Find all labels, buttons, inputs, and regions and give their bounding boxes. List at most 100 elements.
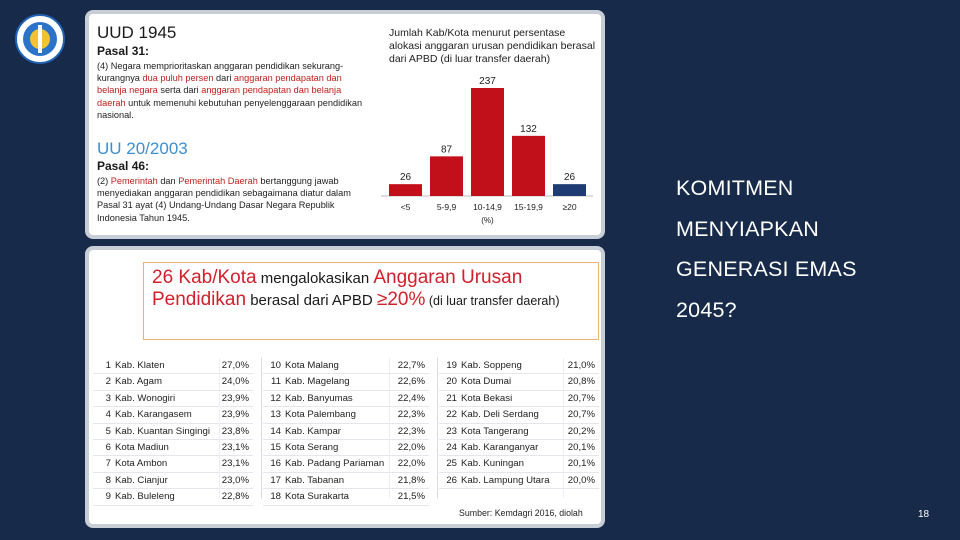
allocation-percent: 20,0% [567,474,595,486]
slide-heading-line: MENYIAPKAN [676,216,819,241]
headline-text-3: (di luar transfer daerah) [425,294,560,308]
row-number: 26 [446,474,457,486]
allocation-percent: 23,9% [221,392,249,404]
category-label: 5-9,9 [437,202,457,212]
district-name: Kota Serang [285,441,339,453]
row-number: 5 [105,425,111,437]
uud-text-4: untuk memenuhi kebutuhan penyelenggaraan… [97,97,363,120]
allocation-percent: 21,0% [567,360,595,371]
uu-highlight-2: Pemerintah Daerah [178,176,258,186]
uu-pasal: Pasal 46: [97,159,150,173]
district-table: 1 Kab. Klaten 27,0% 2 Kab. Agam 24,0% 3 Kab. Wo… [93,358,599,506]
row-number: 11 [271,376,281,388]
table-row: 15 Kota Serang 22,0% [263,440,429,457]
row-number: 12 [270,392,281,404]
district-name: Kab. Klaten [115,360,165,371]
allocation-bar-chart: 26 <5 87 5-9,9 237 10-14,9 132 15-19,9 26 ≥20 (%) [381,76,593,225]
tut-wuri-handayani-logo [15,14,65,64]
allocation-percent: 23,9% [221,409,249,421]
district-name: Kab. Wonogiri [115,392,176,404]
row-number: 17 [270,474,281,486]
table-column: 19 Kab. Soppeng 21,0% 20 Kota Dumai 20,8% 21 Ko… [439,358,599,490]
data-label: 132 [520,124,537,135]
district-name: Kab. Kuningan [461,458,524,470]
district-name: Kota Surakarta [285,491,349,503]
category-label: 15-19,9 [514,202,543,212]
bar [389,184,422,196]
row-number: 1 [105,360,111,371]
allocation-percent: 22,3% [397,425,425,437]
row-number: 13 [270,409,281,421]
allocation-percent: 22,0% [397,441,425,453]
district-name: Kab. Cianjur [115,474,168,486]
uud-highlight-2: anggaran pendapatan dan belanja negara [97,73,342,96]
data-label: 237 [479,76,496,87]
allocation-percent: 22,7% [397,360,425,371]
district-name: Kab. Kuantan Singingi [115,425,210,437]
table-column: 1 Kab. Klaten 27,0% 2 Kab. Agam 24,0% 3 Kab. Wo… [93,358,253,506]
cell-divider [389,358,390,498]
column-divider [261,358,262,498]
row-number: 23 [446,425,457,437]
table-row: 12 Kab. Banyumas 22,4% [263,391,429,408]
slide-heading-line: KOMITMEN [676,176,794,200]
bar [512,135,545,196]
allocation-percent: 20,2% [567,425,595,437]
allocation-percent: 20,1% [567,458,595,470]
row-number: 4 [105,409,111,421]
district-name: Kab. Padang Pariaman [285,458,385,470]
allocation-percent: 22,4% [397,392,425,404]
row-number: 10 [270,360,281,371]
table-row: 14 Kab. Kampar 22,3% [263,424,429,440]
uud-text-3: serta dari [157,85,202,96]
table-row: 4 Kab. Karangasem 23,9% [93,407,253,424]
district-name: Kab. Karanganyar [461,441,539,453]
legal-basis-panel: UUD 1945 Pasal 31: (4) Negara mempriorit… [85,10,605,239]
allocation-percent: 23,0% [221,474,249,486]
data-label: 87 [441,144,453,155]
table-row: 26 Kab. Lampung Utara 20,0% [439,473,599,490]
allocation-percent: 23,1% [221,441,249,453]
district-name: Kab. Karangasem [115,409,192,421]
table-row: 3 Kab. Wonogiri 23,9% [93,391,253,408]
district-name: Kab. Buleleng [115,491,175,503]
row-number: 14 [270,425,281,437]
uud-paragraph: (4) Negara memprioritaskan anggaran pend… [97,60,372,121]
uud-pasal: Pasal 31: [97,44,150,58]
row-number: 6 [105,441,111,453]
allocation-percent: 21,5% [397,491,425,503]
bar [553,184,586,196]
uu-title: UU 20/2003 [97,139,188,158]
row-number: 20 [446,376,457,388]
cell-divider [563,358,564,498]
table-row: 20 Kota Dumai 20,8% [439,374,599,391]
column-divider [437,358,438,498]
allocation-percent: 20,7% [567,409,595,421]
table-row: 2 Kab. Agam 24,0% [93,374,253,391]
headline-text-1: mengalokasikan [256,270,374,287]
cell-divider [219,358,220,498]
bar [471,88,504,196]
uu-paragraph: (2) Pemerintah dan Pemerintah Daerah ber… [97,175,372,224]
allocation-percent: 27,0% [221,360,249,371]
table-row: 16 Kab. Padang Pariaman 22,0% [263,456,429,473]
allocation-percent: 20,7% [567,392,595,404]
category-label: <5 [401,202,411,212]
allocation-percent: 21,8% [397,474,425,486]
district-name: Kab. Lampung Utara [461,474,550,486]
district-name: Kab. Tabanan [285,474,345,486]
uud-highlight-1: dua puluh persen [142,73,214,84]
table-row: 17 Kab. Tabanan 21,8% [263,473,429,490]
uu-text-3: bertanggung jawab menyediakan anggaran p… [97,176,351,223]
headline-budget: Anggaran Urusan Pendidikan [152,267,523,310]
uud-highlight-3: anggaran pendapatan dan belanja daerah [97,85,342,108]
district-name: Kab. Kampar [285,425,341,437]
headline-box: 26 Kab/Kota mengalokasikan Anggaran Urus… [143,262,599,340]
row-number: 2 [105,376,111,388]
table-row: 13 Kota Palembang 22,3% [263,407,429,424]
table-column: 10 Kota Malang 22,7% 11 Kab. Magelang 22,6% 12… [263,358,429,506]
row-number: 9 [105,491,111,503]
row-number: 19 [446,360,457,371]
district-name: Kab. Banyumas [285,392,353,404]
row-number: 16 [270,458,281,470]
